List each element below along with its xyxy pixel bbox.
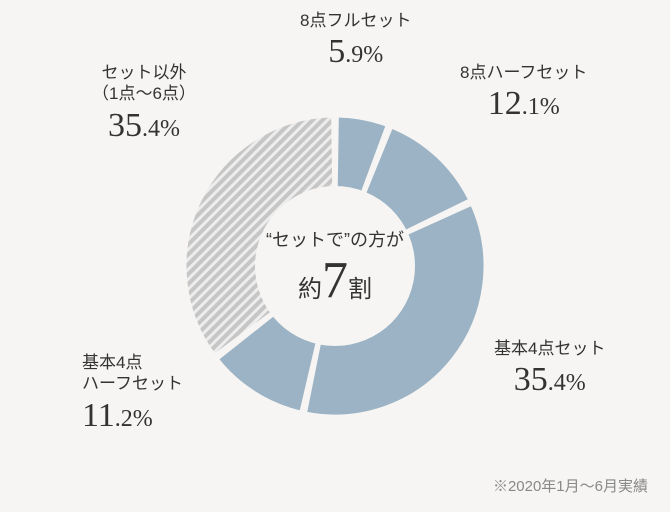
center-suffix: 割	[348, 277, 372, 303]
label-other: セット以外（1点〜6点） 35.4%	[92, 62, 196, 147]
label-full8: 8点フルセット 5.9%	[300, 10, 411, 74]
label-name: 8点フルセット	[300, 10, 411, 31]
label-name: 8点ハーフセット	[460, 62, 587, 83]
label-half8: 8点ハーフセット 12.1%	[460, 62, 587, 126]
chart-stage: “セットで”の方が 約7割 8点フルセット 5.9% 8点ハーフセット 12.1…	[0, 0, 670, 512]
center-line2: 約7割	[255, 251, 415, 311]
label-pct: 5.9%	[328, 49, 383, 66]
donut-center-caption: “セットで”の方が 約7割	[255, 230, 415, 310]
label-name: 基本4点セット	[494, 338, 605, 359]
label-pct: 11.2%	[82, 413, 153, 430]
label-pct: 35.4%	[108, 123, 180, 140]
center-prefix: 約	[298, 277, 322, 303]
center-line1: “セットで”の方が	[255, 230, 415, 251]
chart-footnote: ※2020年1月〜6月実績	[493, 475, 648, 496]
label-name: 基本4点ハーフセット	[82, 352, 183, 395]
label-pct: 35.4%	[514, 377, 586, 394]
label-basic4h: 基本4点ハーフセット 11.2%	[82, 352, 183, 437]
label-basic4: 基本4点セット 35.4%	[494, 338, 605, 402]
label-name: セット以外（1点〜6点）	[92, 62, 196, 105]
label-pct: 12.1%	[488, 101, 560, 118]
center-number: 7	[322, 252, 348, 309]
